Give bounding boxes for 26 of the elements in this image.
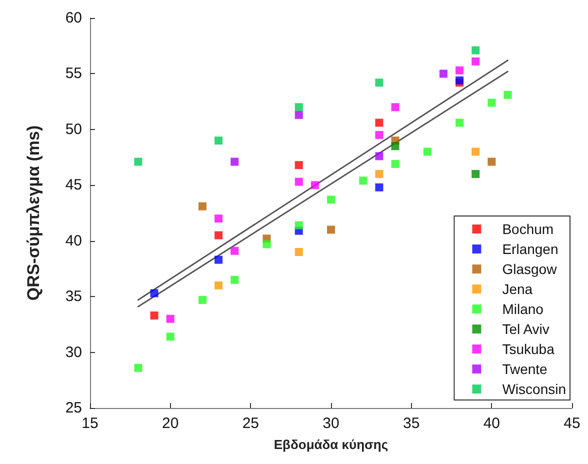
y-tick-label: 35 [65, 288, 82, 306]
y-tick-label: 50 [65, 120, 82, 138]
y-tick-label: 40 [65, 232, 82, 250]
x-tick-label: 20 [162, 415, 179, 432]
x-tick-label: 40 [483, 415, 500, 432]
legend-label: Wisconsin [502, 381, 566, 397]
legend-label: Bochum [502, 221, 554, 237]
legend-label: Erlangen [502, 241, 558, 257]
legend-label: Tel Aviv [502, 321, 550, 337]
legend-label: Glasgow [502, 261, 558, 277]
y-axis-title: QRS-σύμπλεγμα (ms) [24, 125, 43, 301]
x-tick-label: 15 [82, 415, 98, 432]
x-tick-label: 30 [322, 415, 340, 432]
legend-label: Milano [502, 301, 544, 317]
x-tick-label: 45 [564, 415, 580, 432]
y-tick-label: 30 [65, 344, 82, 361]
legend-label: Twente [502, 361, 548, 377]
legend-label: Tsukuba [502, 341, 555, 357]
x-tick-label: 35 [402, 415, 420, 432]
y-tick-label: 55 [65, 65, 82, 82]
x-tick-label: 25 [242, 415, 260, 432]
x-axis-title: Εβδομάδα κύησης [274, 437, 388, 452]
legend-label: Jena [502, 281, 533, 297]
y-tick-label: 25 [65, 400, 82, 416]
y-tick-label: 60 [65, 10, 82, 26]
y-tick-label: 45 [65, 176, 82, 194]
